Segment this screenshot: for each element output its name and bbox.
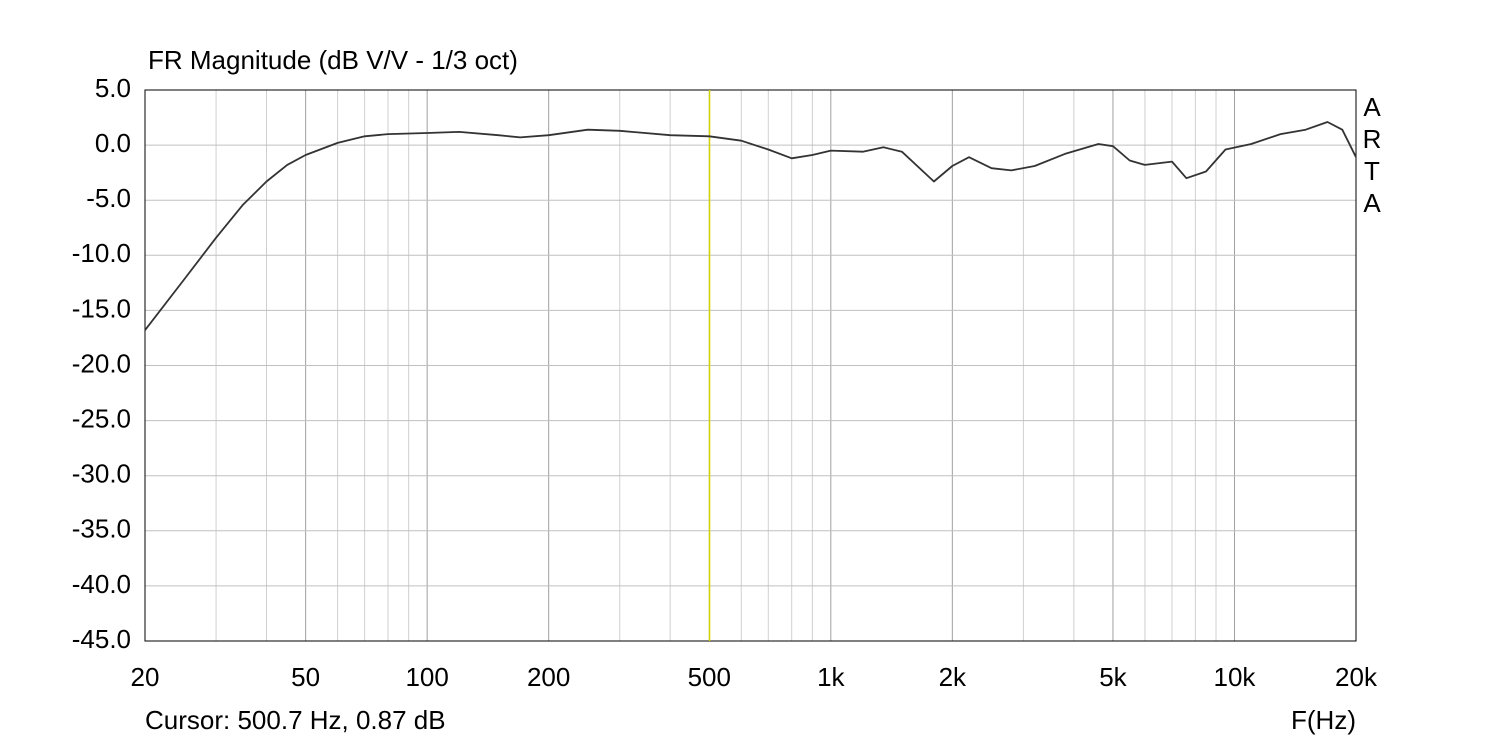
x-tick-label: 20k	[1335, 662, 1378, 692]
y-tick-label: -40.0	[72, 569, 131, 599]
x-tick-label: 10k	[1214, 662, 1257, 692]
x-axis-label: F(Hz)	[1291, 705, 1356, 735]
x-tick-label: 20	[131, 662, 160, 692]
y-tick-label: -5.0	[86, 183, 131, 213]
x-tick-label: 100	[405, 662, 448, 692]
x-tick-label: 500	[688, 662, 731, 692]
x-tick-label: 200	[527, 662, 570, 692]
watermark: ARTA	[1357, 92, 1387, 220]
y-tick-label: -45.0	[72, 624, 131, 654]
y-tick-label: 0.0	[95, 128, 131, 158]
y-tick-label: -15.0	[72, 293, 131, 323]
x-tick-label: 2k	[939, 662, 967, 692]
plot-frame	[144, 89, 1357, 642]
y-tick-label: -10.0	[72, 238, 131, 268]
y-tick-label: -25.0	[72, 403, 131, 433]
response-line	[144, 121, 1357, 331]
y-tick-label: -35.0	[72, 514, 131, 544]
y-tick-label: 5.0	[95, 73, 131, 103]
x-tick-label: 1k	[817, 662, 845, 692]
y-tick-label: -30.0	[72, 459, 131, 489]
x-tick-label: 50	[291, 662, 320, 692]
x-tick-label: 5k	[1099, 662, 1127, 692]
cursor-readout: Cursor: 500.7 Hz, 0.87 dB	[145, 705, 446, 735]
chart-title: FR Magnitude (dB V/V - 1/3 oct)	[148, 45, 518, 75]
y-tick-label: -20.0	[72, 348, 131, 378]
